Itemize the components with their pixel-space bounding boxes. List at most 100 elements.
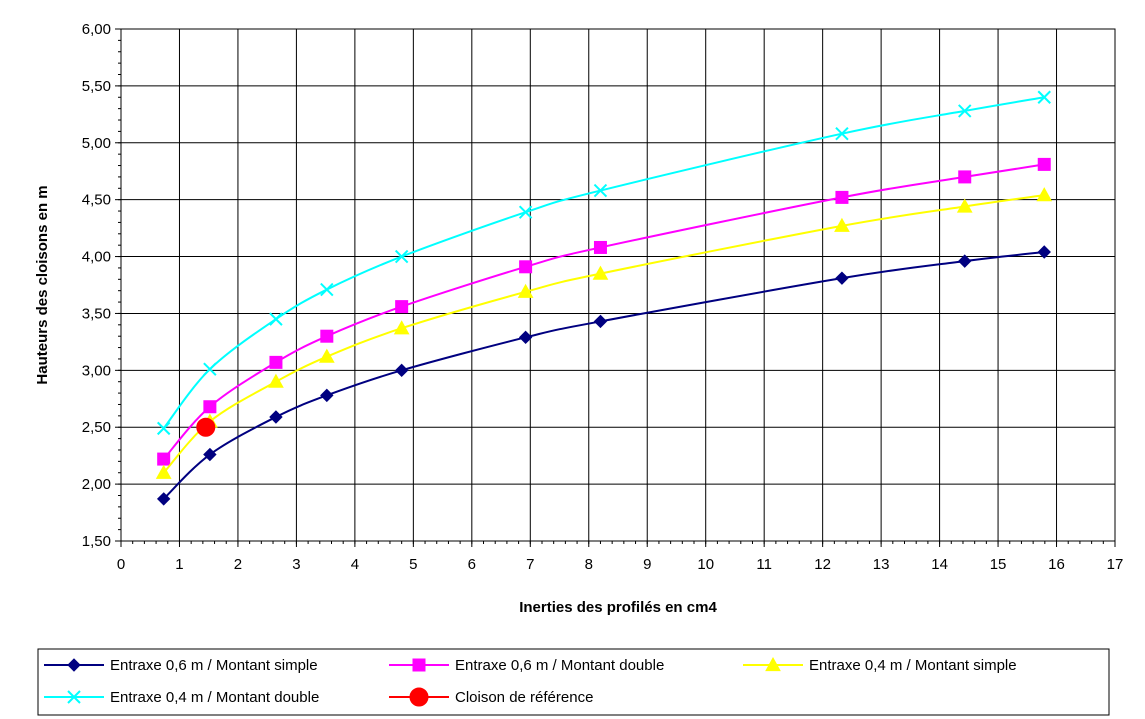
x-tick-label: 6 bbox=[468, 556, 476, 573]
data-point bbox=[593, 240, 607, 254]
data-point bbox=[155, 464, 172, 479]
y-tick-label: 4,50 bbox=[82, 192, 111, 209]
data-point bbox=[1037, 245, 1051, 259]
axes: 0 1 2 3 4 5 6 7 8 9 10 11 12 13 14 15 16 171,502,002,503,… bbox=[82, 21, 1124, 573]
legend-label: Entraxe 0,6 m / Montant simple bbox=[110, 657, 318, 674]
x-axis-title: Inerties des profilés en cm4 bbox=[519, 599, 717, 616]
data-point bbox=[318, 348, 335, 363]
legend-item: Entraxe 0,4 m / Montant double bbox=[44, 689, 319, 706]
marker-stroke bbox=[394, 249, 409, 264]
x-tick-label: 11 bbox=[756, 556, 772, 573]
y-tick-label: 3,50 bbox=[82, 305, 111, 322]
data-point bbox=[156, 421, 171, 436]
legend-item: Cloison de référence bbox=[389, 687, 593, 707]
legend-item: Entraxe 0,6 m / Montant double bbox=[389, 657, 664, 674]
legend-label: Entraxe 0,4 m / Montant simple bbox=[809, 657, 1017, 674]
series-layer bbox=[155, 90, 1053, 506]
x-tick-label: 10 bbox=[697, 556, 714, 573]
x-tick-label: 12 bbox=[814, 556, 831, 573]
data-point bbox=[958, 104, 972, 118]
data-point bbox=[393, 320, 410, 335]
marker-stroke bbox=[156, 421, 171, 436]
data-point bbox=[593, 314, 608, 329]
x-tick-label: 14 bbox=[931, 556, 948, 573]
series-line bbox=[162, 163, 1045, 460]
data-point bbox=[518, 205, 533, 219]
y-tick-label: 2,50 bbox=[82, 419, 111, 436]
data-point bbox=[196, 417, 216, 437]
y-tick-label: 6,00 bbox=[82, 21, 111, 38]
legend-label: Entraxe 0,6 m / Montant double bbox=[455, 657, 664, 674]
data-point bbox=[835, 126, 849, 141]
x-tick-label: 3 bbox=[292, 556, 300, 573]
y-tick-label: 5,50 bbox=[82, 78, 111, 95]
data-point bbox=[156, 492, 171, 506]
x-tick-label: 0 bbox=[117, 556, 125, 573]
data-point bbox=[320, 282, 334, 297]
grid bbox=[121, 29, 1115, 541]
data-point bbox=[394, 363, 409, 378]
y-tick-label: 2,00 bbox=[82, 476, 111, 493]
data-point bbox=[395, 300, 409, 314]
data-point bbox=[203, 447, 217, 462]
x-tick-label: 15 bbox=[990, 556, 1007, 573]
data-point bbox=[157, 452, 171, 466]
y-tick-label: 1,50 bbox=[82, 533, 111, 550]
legend-item: Entraxe 0,6 m / Montant simple bbox=[44, 657, 318, 674]
x-tick-label: 2 bbox=[234, 556, 242, 573]
x-tick-label: 4 bbox=[351, 556, 359, 573]
marker-stroke bbox=[518, 205, 533, 219]
x-tick-label: 5 bbox=[409, 556, 417, 573]
marker-stroke bbox=[203, 362, 217, 376]
y-axis-title: Hauteurs des cloisons en m bbox=[34, 185, 51, 384]
data-point bbox=[320, 388, 334, 403]
data-point bbox=[834, 217, 850, 232]
data-point bbox=[835, 190, 849, 204]
x-tick-label: 8 bbox=[585, 556, 593, 573]
y-tick-label: 4,00 bbox=[82, 249, 111, 266]
x-tick-label: 17 bbox=[1107, 556, 1124, 573]
data-point bbox=[835, 271, 849, 285]
data-point bbox=[958, 254, 972, 268]
series-1 bbox=[157, 157, 1051, 466]
series-2 bbox=[155, 187, 1053, 479]
y-tick-label: 3,00 bbox=[82, 362, 111, 379]
legend-items: Entraxe 0,6 m / Montant simple Entraxe 0,… bbox=[44, 656, 1017, 707]
x-tick-label: 13 bbox=[873, 556, 890, 573]
legend-marker bbox=[409, 687, 429, 707]
legend-item: Entraxe 0,4 m / Montant simple bbox=[743, 656, 1017, 674]
series-line bbox=[162, 251, 1045, 500]
marker-stroke bbox=[958, 104, 972, 118]
legend-label: Cloison de référence bbox=[455, 689, 593, 706]
series-line bbox=[162, 96, 1045, 429]
marker-stroke bbox=[593, 183, 608, 198]
series-line bbox=[162, 194, 1045, 474]
data-point bbox=[517, 283, 534, 298]
data-point bbox=[394, 249, 409, 264]
legend-marker bbox=[67, 658, 81, 672]
data-point bbox=[269, 410, 283, 424]
data-point bbox=[958, 170, 972, 184]
data-point bbox=[1037, 157, 1051, 171]
x-tick-label: 9 bbox=[643, 556, 651, 573]
x-tick-label: 1 bbox=[175, 556, 183, 573]
data-point bbox=[269, 355, 283, 369]
marker-stroke bbox=[835, 126, 849, 141]
marker-stroke bbox=[320, 282, 334, 297]
data-point bbox=[203, 400, 217, 414]
data-point bbox=[1037, 90, 1051, 104]
legend-marker bbox=[67, 690, 81, 704]
plot-area bbox=[120, 28, 1116, 542]
series-0 bbox=[156, 245, 1051, 506]
legend-marker bbox=[412, 658, 426, 672]
x-tick-label: 16 bbox=[1048, 556, 1065, 573]
data-point bbox=[593, 183, 608, 198]
marker-stroke bbox=[269, 312, 283, 326]
marker-stroke bbox=[1037, 90, 1051, 104]
data-point bbox=[518, 330, 533, 345]
legend-marker bbox=[765, 656, 781, 672]
data-point bbox=[320, 329, 334, 343]
x-tick-label: 7 bbox=[526, 556, 534, 573]
legend-label: Entraxe 0,4 m / Montant double bbox=[110, 689, 319, 706]
